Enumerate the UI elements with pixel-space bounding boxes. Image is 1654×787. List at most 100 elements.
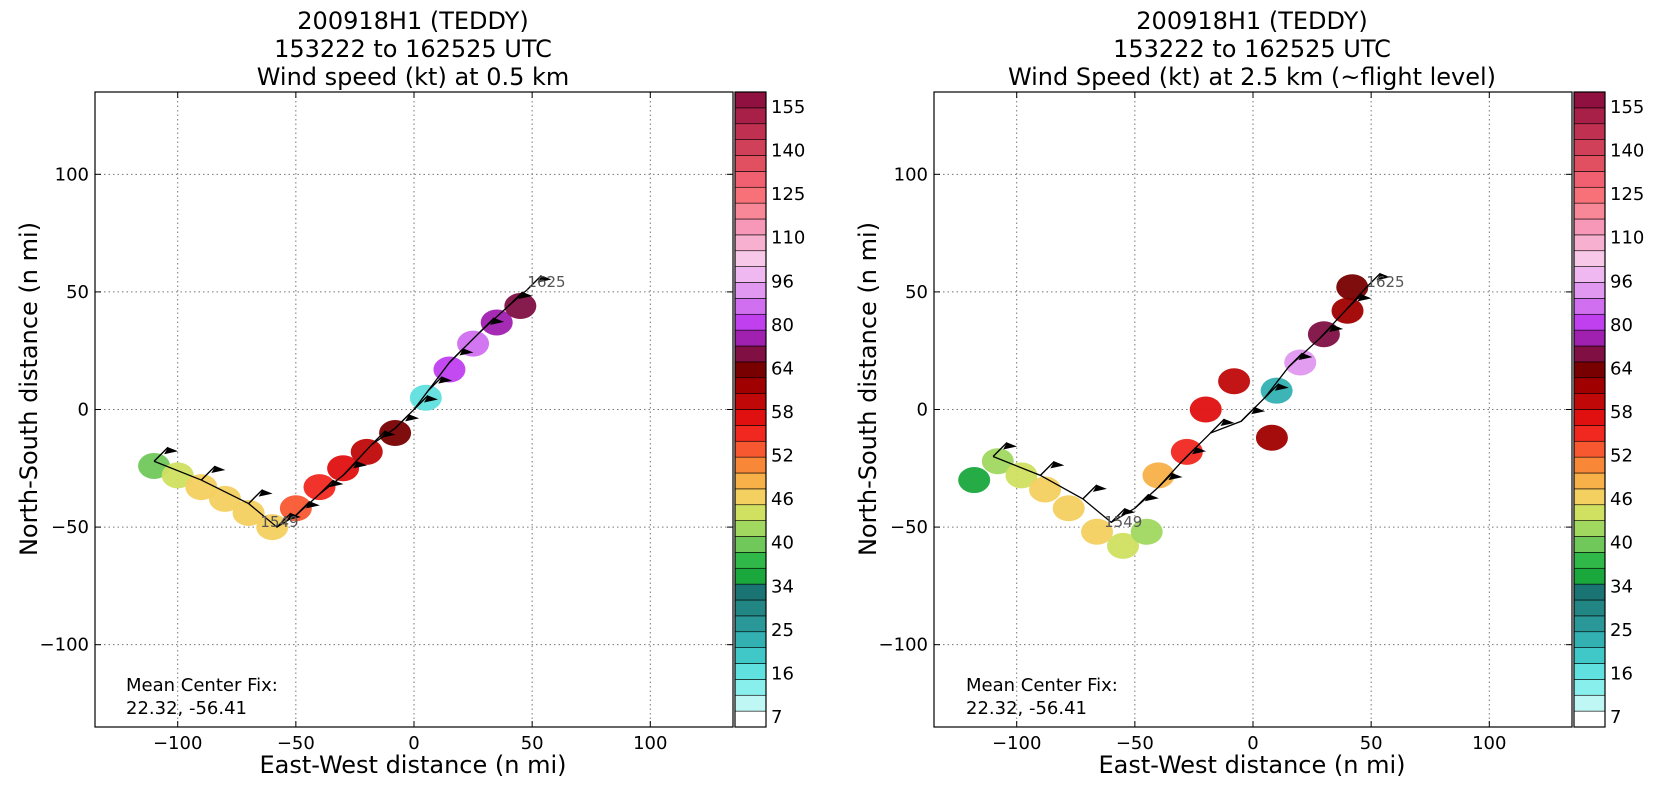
colorbar-tick-label: 34 [771, 576, 794, 597]
wind-cell [161, 462, 194, 489]
track-time-label: 1625 [527, 273, 565, 291]
colorbar-tick-label: 40 [771, 533, 794, 554]
colorbar-bin [1573, 393, 1606, 410]
x-tick-label: 100 [1472, 733, 1506, 754]
wind-cell [1189, 396, 1222, 423]
colorbar-bin [1573, 409, 1606, 426]
colorbar-bin [734, 488, 767, 506]
colorbar-bin [1573, 552, 1606, 569]
wind-cell [1255, 424, 1288, 451]
colorbar-bin [1573, 234, 1606, 252]
colorbar-tick-label: 110 [771, 228, 805, 249]
wind-cell [379, 420, 412, 447]
wind-cell [433, 356, 466, 383]
wind-cell [958, 467, 991, 494]
colorbar-bin [734, 615, 767, 633]
wind-barb [1181, 446, 1207, 462]
colorbar-bin [1573, 282, 1606, 299]
colorbar-tick-label: 96 [1610, 271, 1633, 292]
colorbar-bin [734, 393, 767, 410]
colorbar-bin [1573, 456, 1606, 474]
colorbar-bin [734, 313, 767, 331]
colorbar-bin [734, 139, 767, 156]
wind-barb [276, 512, 301, 528]
colorbar-bin [1573, 631, 1606, 648]
y-tick-label: 100 [894, 164, 928, 185]
colorbar-tick-label: 96 [771, 271, 794, 292]
colorbar-tick-label: 80 [771, 315, 794, 336]
flight-track [992, 286, 1367, 524]
y-tick-label: −100 [40, 635, 89, 656]
y-tick-label: 0 [917, 400, 928, 421]
colorbar-bin [1573, 536, 1606, 553]
colorbar-bin [1573, 615, 1606, 633]
wind-cell [504, 293, 537, 320]
colorbar-bin [734, 409, 767, 426]
wind-cell [1130, 518, 1163, 545]
colorbar-bin [734, 679, 767, 696]
colorbar-tick-label: 64 [771, 358, 794, 379]
plot-area: 1625 1549 −100 −50 0 50 100 −100 −50 0 50 100 [40, 91, 734, 754]
colorbar-bin [1573, 202, 1606, 220]
mean-center-fix-value: 22.32, -56.41 [126, 698, 247, 719]
colorbar-tick-label: 125 [1610, 184, 1644, 205]
colorbar-bin [734, 631, 767, 648]
wind-cell [138, 452, 171, 479]
wind-barb [992, 442, 1018, 458]
colorbar-bin [1573, 504, 1606, 521]
plot-area: 1625 1549 −100 −50 0 50 100 −100 −50 0 50 100 [879, 91, 1573, 754]
wind-cell [185, 474, 218, 501]
colorbar-bin [734, 345, 767, 363]
chart-title-line-1: 200918H1 (TEDDY) [297, 7, 528, 35]
chart-title-line-3: Wind speed (kt) at 0.5 km [257, 63, 570, 91]
colorbar-bin [1573, 694, 1606, 712]
wind-cell [232, 499, 265, 526]
colorbar-bin [734, 234, 767, 252]
colorbar-bin [734, 440, 767, 458]
colorbar-tick-label: 140 [771, 141, 805, 162]
colorbar-tick-label: 16 [1610, 663, 1633, 684]
track-time-label: 1549 [1104, 513, 1142, 531]
colorbar-bin [734, 552, 767, 569]
chart-panel-wind-0-5km: 200918H1 (TEDDY) 153222 to 162525 UTC Wi… [15, 7, 805, 779]
wind-barb [427, 376, 453, 392]
colorbar: 155 140 125 110 96 80 64 58 52 46 40 34 25 16 7 [734, 91, 805, 728]
colorbar-bin [734, 377, 767, 394]
y-tick-label: −50 [890, 517, 928, 538]
colorbar-tick-label: 155 [771, 97, 805, 118]
y-tick-label: 100 [55, 164, 89, 185]
colorbar-bin [734, 298, 767, 315]
y-tick-label: 50 [905, 282, 928, 303]
wind-barb [1240, 406, 1266, 422]
colorbar-bin [1573, 155, 1606, 172]
wind-cell [1107, 532, 1140, 559]
track-time-label: 1549 [260, 513, 298, 531]
x-axis-label: East-West distance (n mi) [1098, 751, 1405, 779]
mean-center-fix-label: Mean Center Fix: [126, 675, 278, 696]
wind-field [138, 293, 537, 541]
colorbar-bin [734, 456, 767, 474]
wind-barb [1365, 272, 1391, 288]
colorbar-bin [1573, 567, 1606, 585]
colorbar-bin [1573, 663, 1606, 680]
wind-cell [256, 514, 289, 541]
chart-title-line-2: 153222 to 162525 UTC [1113, 35, 1391, 63]
colorbar-tick-label: 46 [1610, 489, 1633, 510]
colorbar-tick-label: 25 [1610, 620, 1633, 641]
colorbar-tick-label: 58 [771, 402, 794, 423]
colorbar-bin [1573, 139, 1606, 156]
chart-title-line-2: 153222 to 162525 UTC [274, 35, 552, 63]
colorbar-bin [1573, 298, 1606, 315]
colorbar-tick-label: 155 [1610, 97, 1644, 118]
track-time-label: 1625 [1366, 273, 1404, 291]
wind-barb [318, 479, 344, 495]
colorbar-bin [734, 710, 767, 728]
x-tick-label: 50 [1360, 733, 1383, 754]
colorbar-bin [1573, 440, 1606, 458]
colorbar-bin [734, 123, 767, 140]
colorbar-tick-label: 34 [1610, 576, 1633, 597]
colorbar-bin [734, 694, 767, 712]
colorbar-bin [1573, 313, 1606, 331]
mean-center-fix-label: Mean Center Fix: [966, 675, 1118, 696]
colorbar-bin [1573, 599, 1606, 617]
